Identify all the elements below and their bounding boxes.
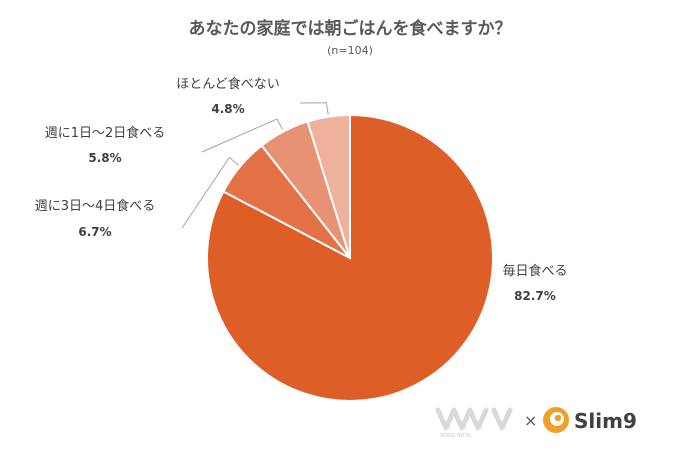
slice-label: 週に3日〜4日食べる [35,198,156,214]
slim9-wordmark: Slim9 [574,409,637,433]
times-sign: × [524,411,537,430]
leader-line [201,118,283,153]
chart-subtitle: (n=104) [327,44,373,57]
slim9-logo: Slim9 [543,407,637,433]
slice-label: 週に1日〜2日食べる [45,125,166,141]
voice-note-logo: VOICE NOTE [435,407,513,439]
leader-line [181,156,239,229]
slice-value-label: 82.7% [514,289,556,303]
slice-value-label: 5.8% [88,151,121,165]
chart-title: あなたの家庭では朝ごはんを食べますか？ [188,19,512,39]
svg-text:VOICE NOTE: VOICE NOTE [440,433,472,439]
slice-value-label: 4.8% [211,102,244,116]
slim9-swirl-icon [543,407,569,433]
slice-label: 毎日食べる [502,263,567,279]
pie-slice [306,113,351,259]
leader-line [299,102,329,115]
slice-label: ほとんど食べない [176,76,280,92]
footer-logos: VOICE NOTE × Slim9 [435,407,637,439]
slice-value-label: 6.7% [78,225,111,239]
pie-slice [206,113,494,402]
